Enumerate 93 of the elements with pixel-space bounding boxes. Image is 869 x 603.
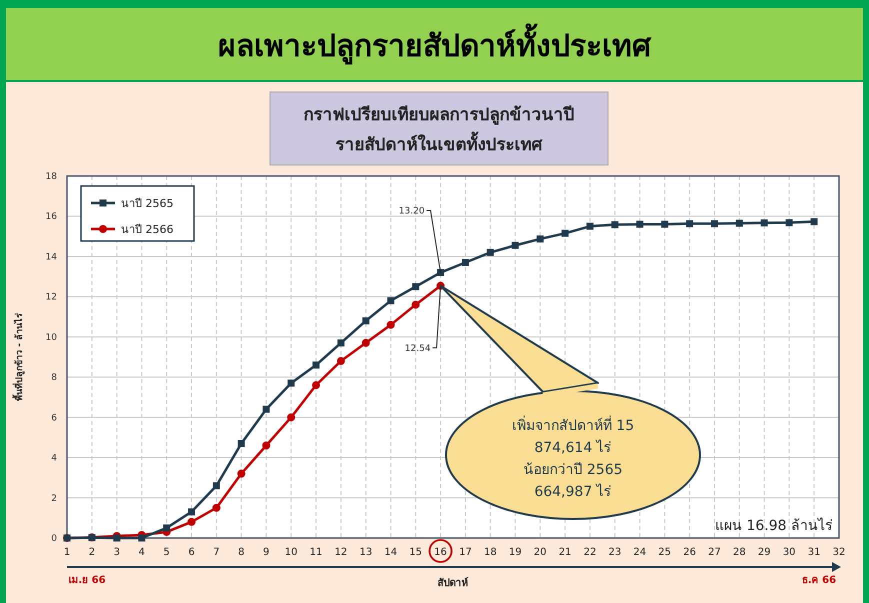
chart-subtitle: กราฟเปรียบเทียบผลการปลูกข้าวนาปี รายสัปดาห์ในเขตทั้งประเทศ [304,104,574,155]
x-tick-label: 19 [508,547,522,558]
x-tick-label: 16 [434,547,447,558]
x-tick-label: 26 [683,547,696,558]
x-tick-label: 17 [459,547,472,558]
point [462,258,469,266]
text: เม.ย 66 [68,575,106,586]
point [287,413,296,422]
point [312,381,320,390]
point [337,339,344,346]
point [312,362,320,369]
x-tick-label: 4 [138,547,145,558]
x-tick-label: 27 [708,547,721,558]
y-tick-label: 12 [46,292,57,303]
y-axis-title: พื้นที่ปลูกข้าว - ล้านไร่ [12,312,25,402]
point [138,534,146,542]
point [437,269,444,276]
x-tick-label: 14 [384,547,398,558]
point [262,406,270,413]
x-tick-label: 25 [658,547,672,558]
y-tick-label: 2 [51,494,57,504]
annotation: 13.20 [398,206,425,217]
point [163,524,170,532]
annotation: 12.54 [404,344,431,354]
x-tick-label: 8 [238,547,245,558]
point [810,218,818,226]
point [536,235,544,242]
x-tick-label: 30 [782,547,796,558]
point [387,297,394,304]
point [661,220,668,228]
x-tick-label: 20 [534,547,547,558]
x-tick-label: 11 [310,547,322,558]
y-tick-label: 8 [51,373,58,384]
y-tick-label: 4 [51,454,58,464]
x-tick-label: 21 [558,547,572,558]
x-tick-label: 1 [64,547,70,558]
point [412,283,420,290]
point [686,220,694,228]
x-tick-label: 9 [263,547,270,558]
x-tick-label: 24 [633,547,646,558]
point [113,534,120,542]
annotation: เพิ่มจากสัปดาห์ที่ 15 874,614 ไร่ น้อยกว่าปี 2565 664,987 ไร่ [512,416,634,500]
y-tick-label: 0 [51,534,58,544]
x-tick-label: 13 [359,547,372,558]
point [238,440,245,447]
point [636,220,644,228]
chart-title: ผลเพาะปลูกรายสัปดาห์ทั้งประเทศ [218,23,652,65]
point [237,470,246,478]
y-tick-label: 10 [46,332,58,343]
x-tick-label: 7 [213,547,220,558]
point [786,219,793,226]
point [386,320,395,329]
point [512,242,519,249]
point [188,508,196,516]
x-tick-label: 5 [163,547,170,558]
x-tick-label: 31 [808,547,820,558]
x-tick-label: 15 [409,547,422,558]
point [710,220,718,228]
x-tick-label: 28 [733,547,746,558]
point [486,248,494,256]
x-tick-label: 29 [758,547,771,558]
point [336,357,345,366]
legend-label: นาปี 2565 [121,197,174,210]
annotation: แผน 16.98 ล้านไร่ [715,517,833,534]
x-tick-label: 10 [284,547,298,558]
x-tick-label: 18 [484,547,497,558]
point [412,300,420,309]
point [212,482,220,490]
y-tick-label: 16 [46,212,58,222]
y-tick-label: 18 [46,172,58,182]
text: ธ.ค 66 [802,575,836,586]
point [586,222,594,230]
point [760,219,768,226]
point [212,504,220,512]
x-tick-label: 22 [584,547,596,558]
y-tick-label: 6 [51,413,58,424]
x-tick-label: 23 [608,547,622,558]
x-axis-title: สัปดาห์ [438,577,468,589]
x-tick-label: 3 [114,547,120,558]
x-tick-label: 12 [334,547,348,558]
x-tick-label: 6 [188,547,195,558]
y-tick-label: 14 [46,252,58,262]
point [362,338,370,347]
point [736,220,743,227]
point [262,441,270,450]
point [188,518,196,526]
legend-label: นาปี 2566 [121,223,174,236]
point [562,230,569,237]
point [362,317,370,324]
x-tick-label: 32 [832,547,846,558]
point [611,221,618,228]
point [288,380,295,387]
x-tick-label: 2 [88,547,96,558]
